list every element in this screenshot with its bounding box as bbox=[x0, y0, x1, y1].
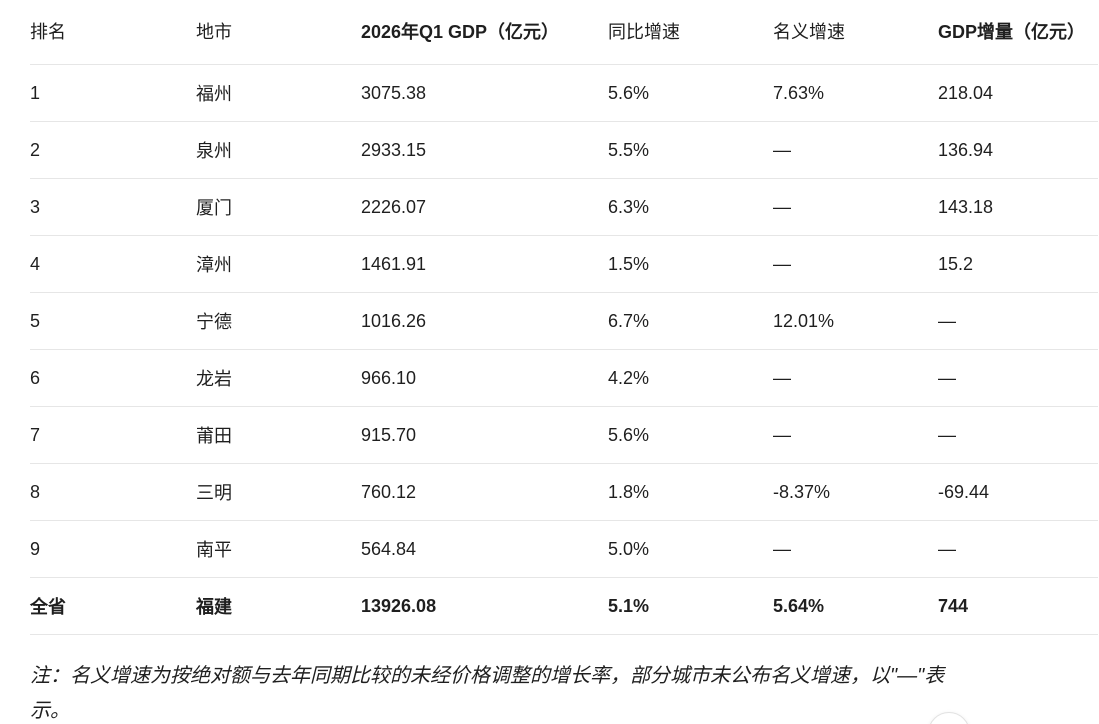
table-row: 5 宁德 1016.26 6.7% 12.01% — bbox=[30, 292, 1098, 350]
cell-gdp: 3075.38 bbox=[361, 64, 608, 122]
cell-gdp: 1016.26 bbox=[361, 292, 608, 350]
cell-gdp-increment: 143.18 bbox=[938, 178, 1098, 236]
table-row: 8 三明 760.12 1.8% -8.37% -69.44 bbox=[30, 463, 1098, 521]
cell-gdp: 760.12 bbox=[361, 463, 608, 521]
cell-total-nominal-growth: 5.64% bbox=[773, 577, 938, 635]
cell-city: 三明 bbox=[196, 463, 361, 521]
cell-nominal-growth: 7.63% bbox=[773, 64, 938, 122]
cell-rank: 2 bbox=[30, 121, 196, 179]
cell-city: 漳州 bbox=[196, 235, 361, 293]
cell-gdp-increment: 218.04 bbox=[938, 64, 1098, 122]
cell-rank: 7 bbox=[30, 406, 196, 464]
cell-rank: 6 bbox=[30, 349, 196, 407]
cell-gdp: 1461.91 bbox=[361, 235, 608, 293]
cell-nominal-growth: — bbox=[773, 349, 938, 407]
cell-gdp: 2933.15 bbox=[361, 121, 608, 179]
cell-yoy-growth: 6.3% bbox=[608, 178, 773, 236]
cell-gdp: 915.70 bbox=[361, 406, 608, 464]
table-row: 1 福州 3075.38 5.6% 7.63% 218.04 bbox=[30, 64, 1098, 122]
header-gdp-increment: GDP增量（亿元） bbox=[938, 0, 1098, 65]
table-header-row: 排名 地市 2026年Q1 GDP（亿元） 同比增速 名义增速 GDP增量（亿元… bbox=[30, 0, 1098, 65]
cell-total-gdp: 13926.08 bbox=[361, 577, 608, 635]
cell-gdp-increment: — bbox=[938, 520, 1098, 578]
header-yoy-growth: 同比增速 bbox=[608, 0, 773, 65]
cell-nominal-growth: — bbox=[773, 520, 938, 578]
cell-gdp: 2226.07 bbox=[361, 178, 608, 236]
gdp-table: 排名 地市 2026年Q1 GDP（亿元） 同比增速 名义增速 GDP增量（亿元… bbox=[30, 0, 1098, 635]
cell-yoy-growth: 5.0% bbox=[608, 520, 773, 578]
cell-gdp: 966.10 bbox=[361, 349, 608, 407]
cell-gdp-increment: 15.2 bbox=[938, 235, 1098, 293]
cell-city: 厦门 bbox=[196, 178, 361, 236]
cell-rank: 4 bbox=[30, 235, 196, 293]
cell-yoy-growth: 5.6% bbox=[608, 64, 773, 122]
cell-yoy-growth: 1.5% bbox=[608, 235, 773, 293]
cell-city: 福州 bbox=[196, 64, 361, 122]
header-nominal-growth: 名义增速 bbox=[773, 0, 938, 65]
cell-yoy-growth: 5.6% bbox=[608, 406, 773, 464]
cell-nominal-growth: -8.37% bbox=[773, 463, 938, 521]
cell-nominal-growth: — bbox=[773, 235, 938, 293]
cell-gdp-increment: — bbox=[938, 406, 1098, 464]
cell-yoy-growth: 6.7% bbox=[608, 292, 773, 350]
table-row: 7 莆田 915.70 5.6% — — bbox=[30, 406, 1098, 464]
cell-gdp-increment: — bbox=[938, 349, 1098, 407]
table-row: 3 厦门 2226.07 6.3% — 143.18 bbox=[30, 178, 1098, 236]
cell-rank: 1 bbox=[30, 64, 196, 122]
cell-gdp-increment: — bbox=[938, 292, 1098, 350]
cell-rank: 3 bbox=[30, 178, 196, 236]
cell-gdp: 564.84 bbox=[361, 520, 608, 578]
table-total-row: 全省 福建 13926.08 5.1% 5.64% 744 bbox=[30, 577, 1098, 635]
cell-city: 莆田 bbox=[196, 406, 361, 464]
cell-city: 泉州 bbox=[196, 121, 361, 179]
cell-nominal-growth: — bbox=[773, 406, 938, 464]
cell-rank: 8 bbox=[30, 463, 196, 521]
table-row: 6 龙岩 966.10 4.2% — — bbox=[30, 349, 1098, 407]
cell-total-province: 福建 bbox=[196, 577, 361, 635]
cell-nominal-growth: — bbox=[773, 178, 938, 236]
cell-rank: 9 bbox=[30, 520, 196, 578]
cell-total-rank: 全省 bbox=[30, 577, 196, 635]
cell-nominal-growth: — bbox=[773, 121, 938, 179]
cell-yoy-growth: 5.5% bbox=[608, 121, 773, 179]
cell-rank: 5 bbox=[30, 292, 196, 350]
table-row: 2 泉州 2933.15 5.5% — 136.94 bbox=[30, 121, 1098, 179]
cell-gdp-increment: -69.44 bbox=[938, 463, 1098, 521]
table-footnote: 注：名义增速为按绝对额与去年同期比较的未经价格调整的增长率，部分城市未公布名义增… bbox=[30, 665, 945, 722]
header-city: 地市 bbox=[196, 0, 361, 65]
cell-yoy-growth: 4.2% bbox=[608, 349, 773, 407]
cell-total-yoy-growth: 5.1% bbox=[608, 577, 773, 635]
cell-total-gdp-increment: 744 bbox=[938, 577, 1098, 635]
cell-city: 龙岩 bbox=[196, 349, 361, 407]
cell-yoy-growth: 1.8% bbox=[608, 463, 773, 521]
cell-gdp-increment: 136.94 bbox=[938, 121, 1098, 179]
cell-nominal-growth: 12.01% bbox=[773, 292, 938, 350]
header-rank: 排名 bbox=[30, 0, 196, 65]
table-row: 9 南平 564.84 5.0% — — bbox=[30, 520, 1098, 578]
cell-city: 宁德 bbox=[196, 292, 361, 350]
cell-city: 南平 bbox=[196, 520, 361, 578]
header-gdp: 2026年Q1 GDP（亿元） bbox=[361, 0, 608, 65]
table-row: 4 漳州 1461.91 1.5% — 15.2 bbox=[30, 235, 1098, 293]
